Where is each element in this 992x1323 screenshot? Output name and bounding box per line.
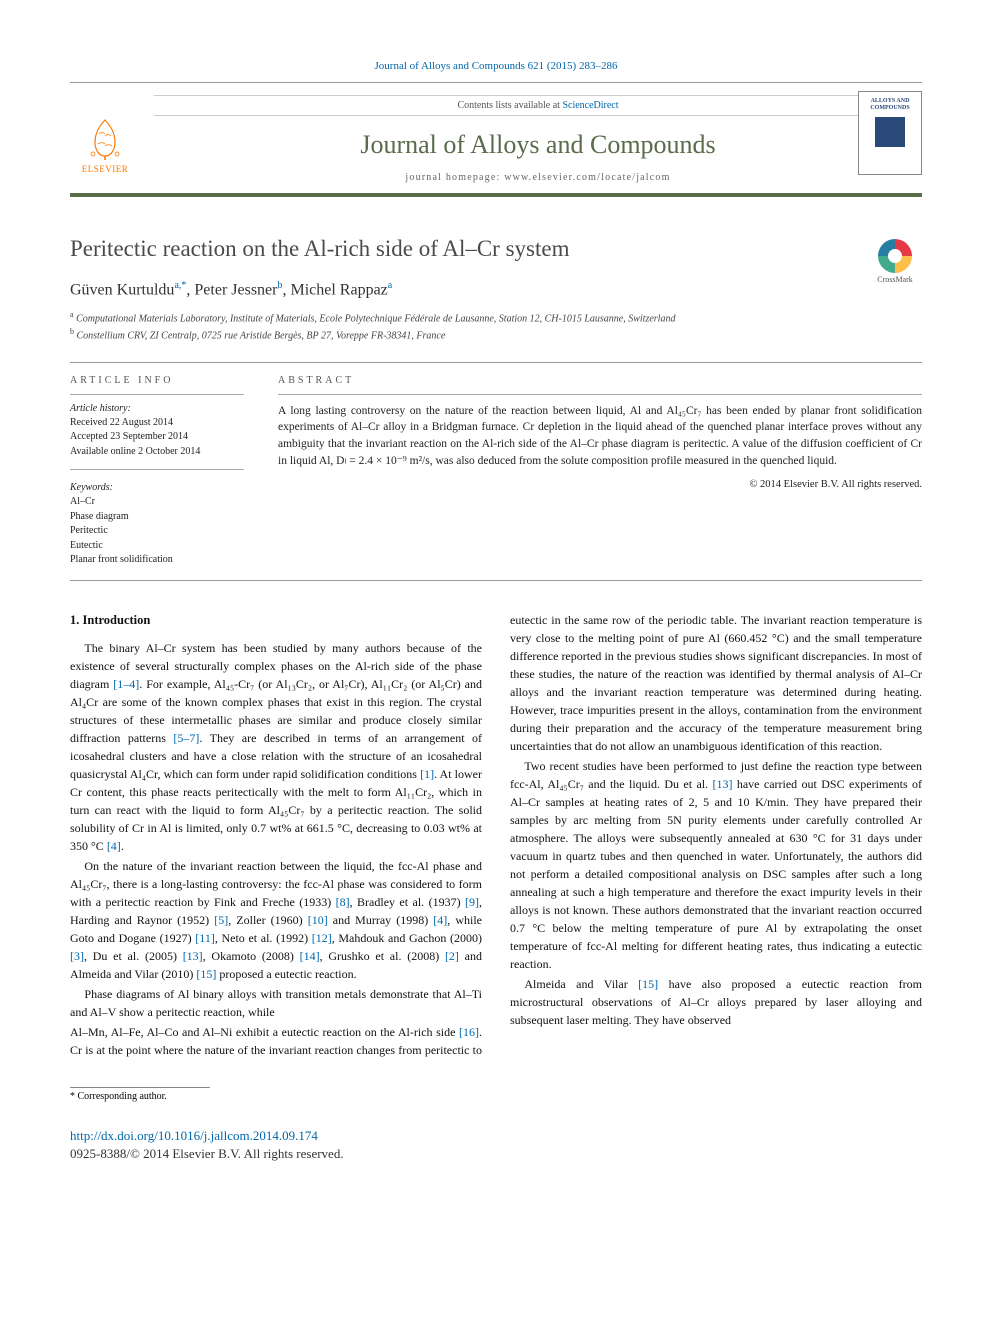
author-3-sup: a <box>388 280 392 291</box>
affiliation-a: a Computational Materials Laboratory, In… <box>70 309 922 326</box>
homepage-line: journal homepage: www.elsevier.com/locat… <box>154 172 922 183</box>
author-1: Güven Kurtuldu <box>70 281 174 298</box>
body-para: Two recent studies have been performed t… <box>510 757 922 973</box>
abstract: ABSTRACT A long lasting controversy on t… <box>260 363 922 580</box>
authors: Güven Kurtuldua,*, Peter Jessnerb, Miche… <box>70 280 922 299</box>
body-para: On the nature of the invariant reaction … <box>70 857 482 983</box>
keywords-label: Keywords: <box>70 482 244 493</box>
info-heading: ARTICLE INFO <box>70 375 244 386</box>
corresponding-author: * Corresponding author. <box>70 1087 210 1102</box>
body-para: Phase diagrams of Al binary alloys with … <box>70 985 482 1021</box>
journal-name: Journal of Alloys and Compounds <box>154 130 922 160</box>
keyword: Phase diagram <box>70 510 244 525</box>
body-para: Almeida and Vilar [15] have also propose… <box>510 975 922 1029</box>
journal-cover-thumb: ALLOYS AND COMPOUNDS <box>858 91 922 175</box>
affiliations: a Computational Materials Laboratory, In… <box>70 309 922 344</box>
doi-link[interactable]: http://dx.doi.org/10.1016/j.jallcom.2014… <box>70 1128 922 1144</box>
contents-line: Contents lists available at ScienceDirec… <box>154 95 922 116</box>
received-date: Received 22 August 2014 <box>70 416 244 431</box>
issn-line: 0925-8388/© 2014 Elsevier B.V. All right… <box>70 1146 922 1162</box>
keyword: Eutectic <box>70 539 244 554</box>
accepted-date: Accepted 23 September 2014 <box>70 430 244 445</box>
title-block: CrossMark Peritectic reaction on the Al-… <box>70 235 922 344</box>
divider <box>70 469 244 470</box>
keyword: Planar front solidification <box>70 553 244 568</box>
aff-b-text: Constellium CRV, ZI Centralp, 0725 rue A… <box>77 331 446 342</box>
aff-a-text: Computational Materials Laboratory, Inst… <box>76 313 675 324</box>
elsevier-logo: ELSEVIER <box>70 107 140 182</box>
copyright-line: © 2014 Elsevier B.V. All rights reserved… <box>278 479 922 490</box>
sciencedirect-link[interactable]: ScienceDirect <box>562 100 618 111</box>
article-info: ARTICLE INFO Article history: Received 2… <box>70 363 260 580</box>
elsevier-tree-icon <box>81 114 129 162</box>
abstract-text: A long lasting controversy on the nature… <box>278 403 922 470</box>
crossmark-badge[interactable]: CrossMark <box>868 239 922 284</box>
divider <box>70 394 244 395</box>
cover-art-icon <box>875 117 905 147</box>
online-date: Available online 2 October 2014 <box>70 445 244 460</box>
article-title: Peritectic reaction on the Al-rich side … <box>70 235 922 264</box>
footer-block: * Corresponding author. http://dx.doi.or… <box>70 1087 922 1162</box>
journal-header: ELSEVIER Contents lists available at Sci… <box>70 82 922 197</box>
page: Journal of Alloys and Compounds 621 (201… <box>0 0 992 1202</box>
affiliation-b: b Constellium CRV, ZI Centralp, 0725 rue… <box>70 326 922 343</box>
history-label: Article history: <box>70 403 244 414</box>
header-center: Contents lists available at ScienceDirec… <box>154 95 922 193</box>
abstract-heading: ABSTRACT <box>278 375 922 386</box>
info-abstract-row: ARTICLE INFO Article history: Received 2… <box>70 362 922 581</box>
section-1-heading: 1. Introduction <box>70 611 482 630</box>
author-2-sup: b <box>277 280 282 291</box>
crossmark-label: CrossMark <box>868 275 922 284</box>
divider <box>278 394 922 395</box>
cover-title: ALLOYS AND COMPOUNDS <box>861 98 919 111</box>
keyword: Al–Cr <box>70 495 244 510</box>
contents-pre: Contents lists available at <box>457 100 562 111</box>
keywords-block: Keywords: Al–Cr Phase diagram Peritectic… <box>70 482 244 568</box>
keyword: Peritectic <box>70 524 244 539</box>
body-para: The binary Al–Cr system has been studied… <box>70 639 482 855</box>
author-2: Peter Jessner <box>194 281 277 298</box>
author-3: Michel Rappaz <box>290 281 387 298</box>
elsevier-name: ELSEVIER <box>82 164 129 174</box>
top-citation: Journal of Alloys and Compounds 621 (201… <box>70 60 922 72</box>
body-columns: 1. Introduction The binary Al–Cr system … <box>70 611 922 1060</box>
crossmark-icon <box>878 239 912 273</box>
author-1-sup: a,* <box>174 280 186 291</box>
